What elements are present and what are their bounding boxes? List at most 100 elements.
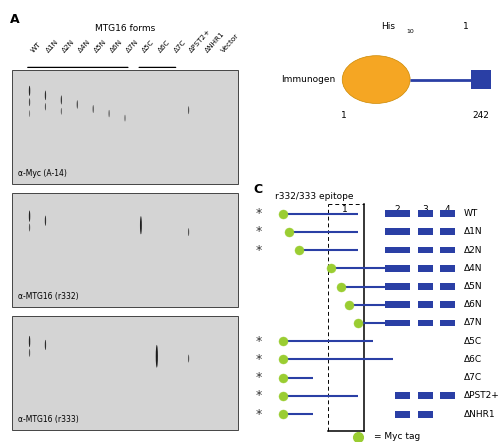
Text: ΔPST2+: ΔPST2+ <box>188 28 212 53</box>
Text: Δ1N: Δ1N <box>464 227 482 236</box>
Ellipse shape <box>29 86 30 96</box>
Text: Δ7C: Δ7C <box>464 373 482 382</box>
Ellipse shape <box>108 110 110 117</box>
Bar <box>440 301 455 308</box>
Text: Δ1N: Δ1N <box>46 38 60 53</box>
Text: ΔNHR1: ΔNHR1 <box>204 30 226 53</box>
Ellipse shape <box>124 115 126 122</box>
Bar <box>385 301 410 308</box>
Bar <box>418 301 432 308</box>
Ellipse shape <box>29 110 30 117</box>
Text: 4: 4 <box>444 205 450 214</box>
Bar <box>12 70 237 184</box>
Bar <box>440 320 455 327</box>
Ellipse shape <box>61 108 62 115</box>
Text: *: * <box>256 408 262 421</box>
Ellipse shape <box>29 336 30 347</box>
Text: Δ6C: Δ6C <box>157 38 171 53</box>
Text: Δ2N: Δ2N <box>62 38 76 53</box>
Text: Δ4N: Δ4N <box>464 264 482 273</box>
Text: Δ5C: Δ5C <box>141 38 155 53</box>
Text: *: * <box>256 207 262 220</box>
Text: 1: 1 <box>342 205 348 214</box>
Bar <box>395 411 410 418</box>
Ellipse shape <box>342 56 410 103</box>
Text: Immunogen: Immunogen <box>282 75 336 84</box>
Text: ΔPST2+: ΔPST2+ <box>464 392 500 400</box>
Text: Δ7N: Δ7N <box>125 38 140 53</box>
Ellipse shape <box>140 216 142 234</box>
Bar <box>418 210 432 217</box>
Bar <box>418 320 432 327</box>
Bar <box>385 265 410 272</box>
Bar <box>418 411 432 418</box>
Text: *: * <box>256 225 262 238</box>
Text: C: C <box>254 183 262 196</box>
Ellipse shape <box>45 340 46 350</box>
Ellipse shape <box>29 210 30 222</box>
Ellipse shape <box>188 354 189 362</box>
Bar <box>440 229 455 235</box>
Text: α-MTG16 (r332): α-MTG16 (r332) <box>18 292 78 301</box>
Text: 10: 10 <box>406 29 414 34</box>
Text: Δ5N: Δ5N <box>93 38 108 53</box>
Text: α-Myc (A-14): α-Myc (A-14) <box>18 169 67 178</box>
Bar <box>418 392 432 400</box>
Bar <box>418 283 432 290</box>
Ellipse shape <box>29 224 30 232</box>
Text: *: * <box>256 335 262 348</box>
Text: Vector: Vector <box>220 32 240 53</box>
Bar <box>418 265 432 272</box>
Text: WT: WT <box>464 209 478 218</box>
Ellipse shape <box>61 95 62 104</box>
Text: Δ7N: Δ7N <box>464 319 482 328</box>
Text: = Myc tag: = Myc tag <box>374 432 420 441</box>
Text: WT: WT <box>30 41 42 53</box>
Text: *: * <box>256 371 262 384</box>
Bar <box>12 194 237 307</box>
Text: ΔNHR1: ΔNHR1 <box>464 410 496 419</box>
Text: *: * <box>256 353 262 366</box>
Text: 3: 3 <box>422 205 428 214</box>
Text: 1: 1 <box>340 111 346 120</box>
Bar <box>385 210 410 217</box>
Ellipse shape <box>76 100 78 109</box>
Bar <box>12 316 237 430</box>
Bar <box>385 229 410 235</box>
Text: Δ2N: Δ2N <box>464 246 482 255</box>
Text: A: A <box>10 13 20 26</box>
Bar <box>385 283 410 290</box>
Bar <box>395 392 410 400</box>
Text: Δ6N: Δ6N <box>464 300 482 309</box>
Text: Δ4N: Δ4N <box>78 38 92 53</box>
Text: 2: 2 <box>394 205 400 214</box>
Ellipse shape <box>29 98 30 106</box>
Text: Δ5N: Δ5N <box>464 282 482 291</box>
Text: His: His <box>381 22 395 31</box>
Text: Δ7C: Δ7C <box>172 38 187 53</box>
Bar <box>440 265 455 272</box>
Bar <box>440 392 455 400</box>
Ellipse shape <box>45 103 46 110</box>
Ellipse shape <box>29 349 30 357</box>
Bar <box>440 283 455 290</box>
Text: Δ6N: Δ6N <box>109 38 124 53</box>
Bar <box>385 247 410 254</box>
Text: *: * <box>256 244 262 256</box>
Ellipse shape <box>188 106 189 114</box>
Ellipse shape <box>156 345 158 368</box>
Bar <box>418 229 432 235</box>
Text: Δ5C: Δ5C <box>464 337 482 346</box>
Ellipse shape <box>45 216 46 226</box>
Text: 1: 1 <box>463 22 469 31</box>
Bar <box>440 247 455 254</box>
Ellipse shape <box>188 228 189 236</box>
Text: α-MTG16 (r333): α-MTG16 (r333) <box>18 415 79 424</box>
Ellipse shape <box>92 105 94 113</box>
Text: MTG16 forms: MTG16 forms <box>95 24 155 33</box>
Text: Δ6C: Δ6C <box>464 355 482 364</box>
Bar <box>385 320 410 327</box>
Bar <box>440 210 455 217</box>
Ellipse shape <box>45 91 46 100</box>
Bar <box>471 70 492 89</box>
